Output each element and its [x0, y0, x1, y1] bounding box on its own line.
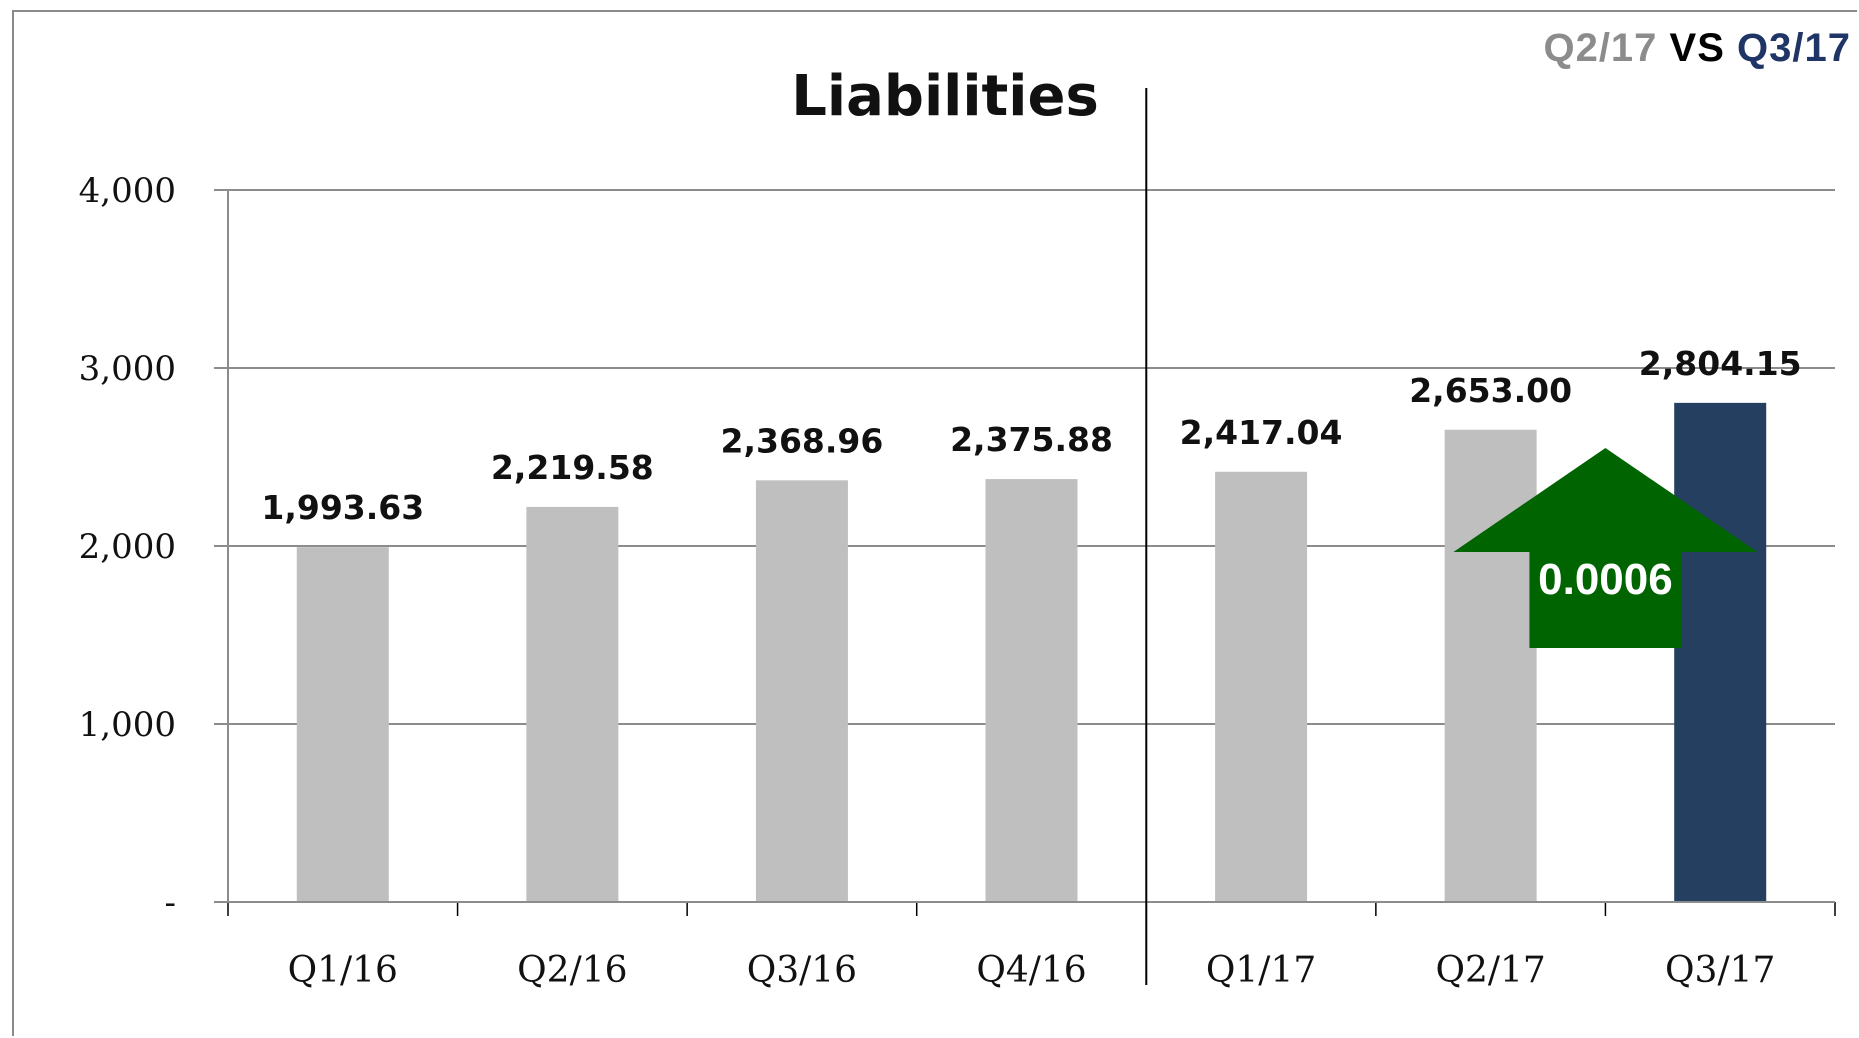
- data-labels: 1,993.63 2,219.58 2,368.96 2,375.88 2,417.04…: [261, 344, 1801, 527]
- y-tick-label: 4,000: [79, 171, 176, 211]
- comparison-header: Q2/17 VS Q3/17: [1543, 26, 1851, 71]
- comparison-from: Q2/17: [1543, 26, 1658, 70]
- bar: [985, 479, 1078, 902]
- x-tick-label: Q1/16: [288, 950, 398, 991]
- x-tick-label: Q4/16: [976, 950, 1086, 991]
- bar: [1444, 429, 1537, 902]
- x-tick-label: Q3/16: [747, 950, 857, 991]
- x-tick-label: Q2/17: [1435, 950, 1545, 991]
- bars: [296, 402, 1767, 902]
- comparison-vs: VS: [1669, 26, 1725, 70]
- y-tick-label: 1,000: [79, 705, 176, 745]
- bar: [755, 480, 848, 902]
- data-label: 2,219.58: [491, 448, 654, 487]
- y-tick-label: -: [165, 883, 177, 923]
- x-tick-label: Q3/17: [1665, 950, 1775, 991]
- chart-title: Liabilities: [791, 64, 1099, 129]
- change-indicator: 0.0006: [1453, 448, 1758, 648]
- bar: [1674, 402, 1767, 902]
- bar: [296, 547, 389, 902]
- change-value: 0.0006: [1538, 555, 1673, 604]
- data-label: 2,653.00: [1409, 371, 1572, 410]
- x-tick-label: Q2/16: [517, 950, 627, 991]
- chart-frame: [12, 10, 1857, 1036]
- axes: [214, 88, 1836, 985]
- y-tick-label: 3,000: [79, 349, 176, 389]
- bar: [1215, 471, 1308, 902]
- data-label: 2,417.04: [1180, 413, 1343, 452]
- data-label: 2,804.15: [1639, 344, 1802, 383]
- data-label: 1,993.63: [261, 488, 424, 527]
- comparison-to: Q3/17: [1737, 26, 1851, 70]
- x-tick-label: Q1/17: [1206, 950, 1316, 991]
- y-tick-label: 2,000: [79, 527, 176, 567]
- bar: [526, 506, 619, 902]
- y-tick-labels: - 1,000 2,000 3,000 4,000: [79, 171, 176, 923]
- data-label: 2,368.96: [721, 421, 884, 460]
- data-label: 2,375.88: [950, 420, 1113, 459]
- x-tick-labels: Q1/16 Q2/16 Q3/16 Q4/16 Q1/17 Q2/17 Q3/17: [288, 950, 1776, 991]
- up-arrow-icon: [1453, 448, 1758, 648]
